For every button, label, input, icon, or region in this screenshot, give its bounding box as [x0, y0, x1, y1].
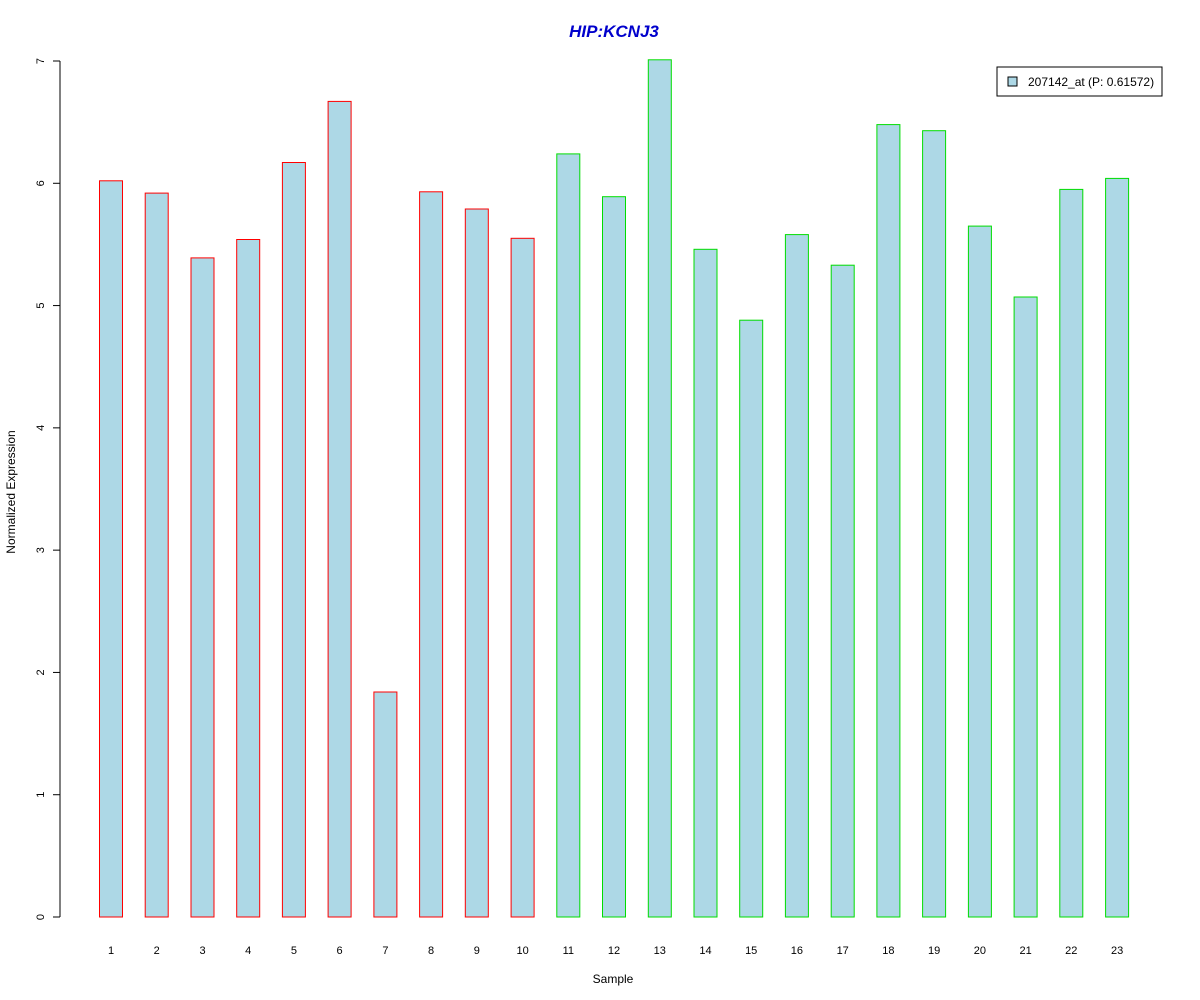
bar [739, 319, 764, 918]
x-tick-label: 13 [654, 945, 666, 957]
x-axis-tick-labels: 1 2 3 4 5 6 7 8 9 10 11 12 13 14 15 16 17 18 19 20 21 22 23 [108, 945, 1123, 957]
x-tick-label: 2 [154, 945, 160, 957]
x-tick-label: 12 [608, 945, 620, 957]
bar [1059, 188, 1084, 918]
x-tick-label: 5 [291, 945, 297, 957]
bar [510, 237, 535, 918]
bar [693, 248, 718, 918]
x-tick-label: 8 [428, 945, 434, 957]
bar [556, 153, 581, 918]
bar [236, 239, 261, 918]
legend-label: 207142_at (P: 0.61572) [1028, 75, 1154, 89]
legend-box [996, 66, 1163, 97]
x-tick-label: 21 [1019, 945, 1031, 957]
y-tick-label: 6 [35, 180, 47, 186]
x-tick-label: 4 [245, 945, 251, 957]
y-tick-label: 4 [35, 425, 47, 431]
y-tick-label: 3 [35, 547, 47, 553]
bar [281, 162, 306, 918]
y-tick-label: 1 [35, 792, 47, 798]
bar [876, 124, 901, 918]
legend: 207142_at (P: 0.61572) [996, 66, 1163, 97]
bar [1013, 296, 1038, 918]
bar [784, 234, 809, 918]
bar [144, 192, 169, 918]
x-tick-label: 7 [382, 945, 388, 957]
x-tick-label: 18 [882, 945, 894, 957]
y-tick-label: 5 [35, 303, 47, 309]
x-tick-label: 16 [791, 945, 803, 957]
bar [99, 180, 123, 918]
y-tick-label: 7 [35, 58, 47, 64]
x-tick-label: 9 [474, 945, 480, 957]
x-tick-label: 10 [516, 945, 528, 957]
bar [419, 191, 444, 918]
bars-group [99, 59, 1130, 918]
x-tick-label: 17 [837, 945, 849, 957]
x-tick-label: 14 [699, 945, 711, 957]
bar [922, 130, 947, 918]
y-axis-ticks: 0 1 2 3 4 5 6 7 [35, 58, 60, 920]
bar [1105, 177, 1130, 918]
bar [967, 225, 992, 918]
bar [830, 264, 855, 918]
bar [602, 196, 626, 918]
x-tick-label: 11 [563, 945, 574, 957]
x-tick-label: 15 [745, 945, 757, 957]
x-tick-label: 23 [1111, 945, 1123, 957]
bar [464, 208, 489, 918]
y-tick-label: 0 [35, 914, 47, 920]
x-tick-label: 6 [337, 945, 343, 957]
bar [647, 59, 672, 918]
y-tick-label: 2 [35, 669, 47, 675]
y-axis-label: Normalized Expression [4, 430, 18, 553]
bar [190, 257, 215, 918]
x-tick-label: 19 [928, 945, 940, 957]
bar [327, 100, 352, 918]
legend-swatch [1007, 76, 1018, 87]
x-axis-label: Sample [593, 972, 634, 986]
x-tick-label: 22 [1065, 945, 1077, 957]
x-tick-label: 1 [108, 945, 114, 957]
chart-title: HIP:KCNJ3 [569, 22, 659, 41]
x-tick-label: 3 [199, 945, 205, 957]
x-tick-label: 20 [974, 945, 986, 957]
bar [373, 691, 398, 918]
